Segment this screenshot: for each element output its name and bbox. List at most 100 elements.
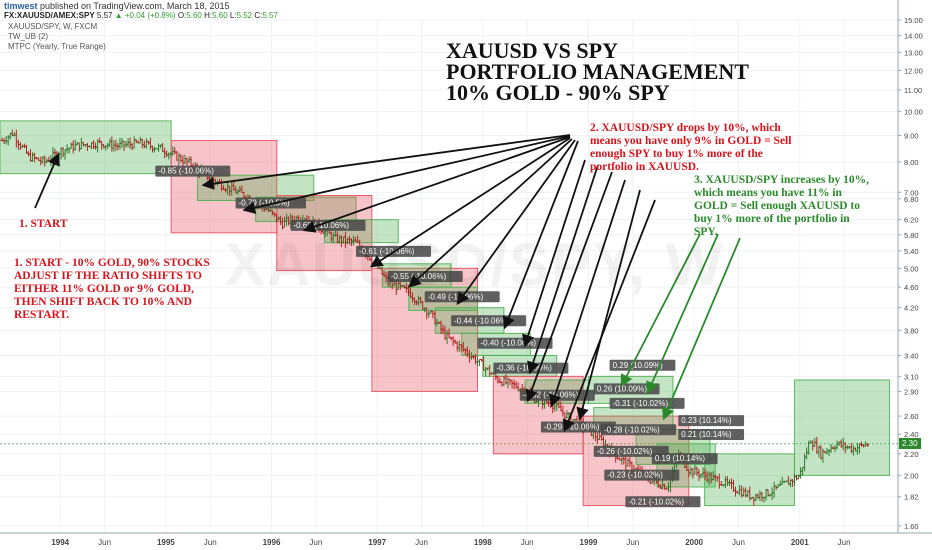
y-tick-label: 2.60	[904, 412, 919, 421]
close-value: 5.57	[262, 11, 278, 20]
x-tick-label: Jun	[521, 538, 534, 547]
publish-header: timwest published on TradingView.com, Ma…	[4, 1, 229, 11]
annotation-arrow-black	[522, 159, 586, 348]
x-tick-label: 1998	[474, 538, 492, 547]
high-value: 5.60	[212, 11, 228, 20]
y-tick-label: 8.00	[904, 158, 919, 167]
change-label: 0.29 (10.09%)	[613, 361, 664, 370]
change-label: 0.21 (10.14%)	[681, 430, 732, 439]
y-tick-label: 3.10	[904, 372, 919, 381]
low-value: 5.52	[236, 11, 253, 20]
y-tick-label: 5.40	[904, 247, 919, 256]
high-label: H:	[204, 11, 213, 20]
close-label: C:	[254, 11, 263, 20]
note-start-rule: 1. START - 10% GOLD, 90% STOCKS ADJUST I…	[14, 257, 210, 322]
annotation-arrow-black	[408, 138, 573, 288]
change-label: -0.21 (-10.02%)	[628, 497, 684, 506]
ratio-drop-box	[492, 375, 584, 455]
series-legend[interactable]: XAUUSD/SPY, W, FXCM	[8, 22, 98, 31]
x-tick-label: 1997	[368, 538, 386, 547]
y-tick-label: 4.60	[904, 283, 919, 292]
change-label: -0.68 (-10.06%)	[294, 221, 350, 230]
change-label: -0.26 (-10.02%)	[597, 447, 653, 456]
x-tick-label: Jun	[204, 538, 217, 547]
annotation-arrow-black	[527, 164, 599, 375]
y-tick-label: 5.00	[904, 264, 919, 273]
x-tick-label: Jun	[98, 538, 111, 547]
y-tick-label: 2.00	[904, 471, 919, 480]
y-tick-label: 1.82	[904, 493, 919, 502]
note-line: GOLD = Sell enough XAUUSD to	[694, 200, 860, 212]
change-label-bg	[678, 415, 745, 427]
heading-line-1: XAUUSD VS SPY	[446, 38, 618, 63]
low-label: L:	[229, 11, 237, 20]
symbol-watermark: XAUUSD/SPY, W	[225, 231, 725, 298]
change-label: -0.79 (-10.5%)	[239, 199, 290, 208]
note-line: EITHER 11% GOLD or 9% GOLD,	[14, 283, 194, 295]
annotation-arrow-black	[576, 189, 641, 421]
price-scale	[898, 0, 932, 550]
note-line: 1. START - 10% GOLD, 90% STOCKS	[14, 257, 210, 269]
time-scale	[0, 533, 932, 550]
ratio-rise-box	[197, 174, 315, 201]
change-label: -0.28 (-10.02%)	[604, 425, 660, 434]
price-change: ▲ +0.04 (+0.8%)	[114, 11, 176, 20]
indicator-legend-tw-ub[interactable]: TW_UB (2)	[8, 32, 48, 41]
y-tick-label: 2.20	[904, 450, 919, 459]
change-label-bg	[625, 496, 701, 508]
heading-line-3: 10% GOLD - 90% SPY	[446, 80, 670, 105]
change-label-bg	[601, 424, 677, 436]
y-tick-label: 14.00	[904, 32, 923, 41]
x-tick-label: 1999	[580, 538, 598, 547]
change-label: -0.40 (-10.06%)	[481, 339, 537, 348]
symbol-name[interactable]: FX:XAUUSD/AMEX:SPY	[4, 11, 95, 20]
note-rise-rule: 3. XAUUSD/SPY increases by 10%, which me…	[694, 174, 869, 239]
annotation-arrow-green	[620, 233, 701, 388]
change-label: 0.23 (10.14%)	[681, 416, 732, 425]
change-label: -0.31 (-10.02%)	[613, 399, 669, 408]
y-tick-label: 10.00	[904, 108, 923, 117]
change-label: -0.23 (-10.02%)	[607, 471, 663, 480]
note-line: RESTART.	[14, 309, 70, 321]
last-price: 5.57	[96, 11, 113, 20]
y-tick-label: 2.40	[904, 430, 919, 439]
change-label: 0.19 (10.14%)	[655, 454, 706, 463]
change-label-bg	[651, 453, 718, 465]
y-tick-label: 4.20	[904, 304, 919, 313]
note-line: means you have only 9% in GOLD = Sell	[590, 135, 792, 147]
x-tick-label: 1996	[263, 538, 281, 547]
change-label-bg	[387, 270, 463, 282]
ratio-rise-box	[0, 120, 172, 175]
change-label-bg	[155, 165, 231, 177]
note-line: which means you have 11% in	[694, 187, 842, 199]
author-link[interactable]: timwest	[4, 1, 38, 11]
change-label-bg	[604, 469, 680, 481]
x-tick-label: Jun	[732, 538, 745, 547]
change-label: -0.61 (-10.06%)	[359, 247, 415, 256]
y-tick-label: 2.90	[904, 387, 919, 396]
change-label-bg	[593, 445, 669, 457]
annotation-arrow-black	[562, 199, 656, 433]
note-line: enough SPY to buy 1% more of the	[590, 148, 763, 160]
x-tick-label: Jun	[626, 538, 639, 547]
annotation-arrow-black	[456, 139, 576, 306]
indicator-legend-mtpc[interactable]: MTPC (Yearly, True Range)	[8, 42, 106, 51]
chart-heading: XAUUSD VS SPY PORTFOLIO MANAGEMENT 10% G…	[446, 38, 749, 105]
open-value: 5.60	[186, 11, 202, 20]
change-label-bg	[593, 383, 660, 395]
x-tick-label: 1995	[157, 538, 175, 547]
y-tick-label: 5.80	[904, 231, 919, 240]
x-tick-label: Jun	[838, 538, 851, 547]
ratio-drop-box	[371, 267, 479, 392]
ratio-rise-box	[793, 379, 891, 476]
start-label: 1. START	[19, 218, 68, 230]
y-tick-label: 6.20	[904, 216, 919, 225]
note-line: 3. XAUUSD/SPY increases by 10%,	[694, 174, 870, 186]
note-line: SPY.	[694, 226, 718, 238]
y-tick-label: 6.80	[904, 195, 919, 204]
change-label: -0.29 (-10.06%)	[544, 423, 600, 432]
change-label-bg	[609, 397, 685, 409]
change-label: 0.26 (10.09%)	[597, 384, 648, 393]
annotation-arrow-green	[646, 233, 719, 395]
